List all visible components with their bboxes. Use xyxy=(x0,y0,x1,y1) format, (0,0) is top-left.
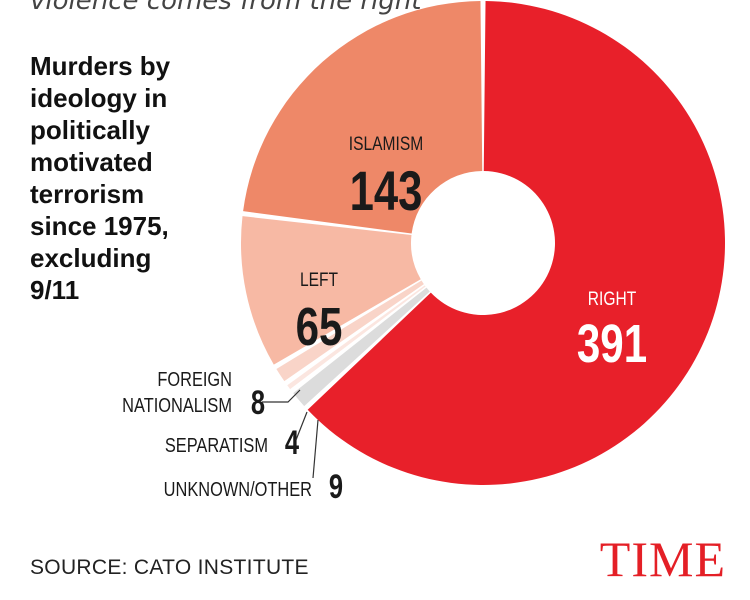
slice-left xyxy=(241,216,421,365)
slice-label-right: RIGHT xyxy=(588,288,637,310)
subtitle-line: 9/11 xyxy=(30,275,80,305)
leader-line-separatism xyxy=(295,411,308,441)
slice-value-unknown-other: 9 xyxy=(329,469,343,506)
slice-value-islamism: 143 xyxy=(350,160,423,222)
subtitle-line: since 1975, xyxy=(30,211,169,241)
chart-subtitle: Murders by ideology in politically motiv… xyxy=(30,50,260,306)
slice-islamism xyxy=(243,1,483,234)
source-credit: SOURCE: CATO INSTITUTE xyxy=(30,556,309,579)
slice-value-separatism: 4 xyxy=(285,425,299,462)
slice-label-foreign-nationalism: FOREIGN xyxy=(157,367,232,390)
slice-label-separatism: SEPARATISM xyxy=(165,433,268,456)
slice-value-left: 65 xyxy=(296,297,343,357)
slice-label-unknown-other: UNKNOWN/OTHER xyxy=(164,477,312,500)
leader-line-unknown-other xyxy=(312,419,319,479)
truncated-headline: violence comes from the right xyxy=(30,0,422,16)
slice-separatism xyxy=(287,285,426,390)
subtitle-line: Murders by xyxy=(30,51,171,81)
slice-value-right: 391 xyxy=(577,314,647,374)
slice-unknown-other xyxy=(293,287,430,407)
subtitle-line: terrorism xyxy=(30,179,145,209)
slice-value-foreign-nationalism: 8 xyxy=(251,385,265,422)
leader-line-foreign-nationalism xyxy=(262,389,301,403)
slice-label-left: LEFT xyxy=(300,269,338,291)
subtitle-line: excluding xyxy=(30,243,152,273)
subtitle-line: politically xyxy=(30,115,150,145)
slice-label-islamism: ISLAMISM xyxy=(349,133,423,155)
time-logo: TIME xyxy=(599,531,726,587)
slice-right xyxy=(307,1,725,486)
subtitle-line: motivated xyxy=(30,147,153,177)
slice-label-foreign-nationalism: NATIONALISM xyxy=(122,393,232,416)
subtitle-line: ideology in xyxy=(30,83,168,113)
slice-foreign-nationalism xyxy=(276,280,424,382)
